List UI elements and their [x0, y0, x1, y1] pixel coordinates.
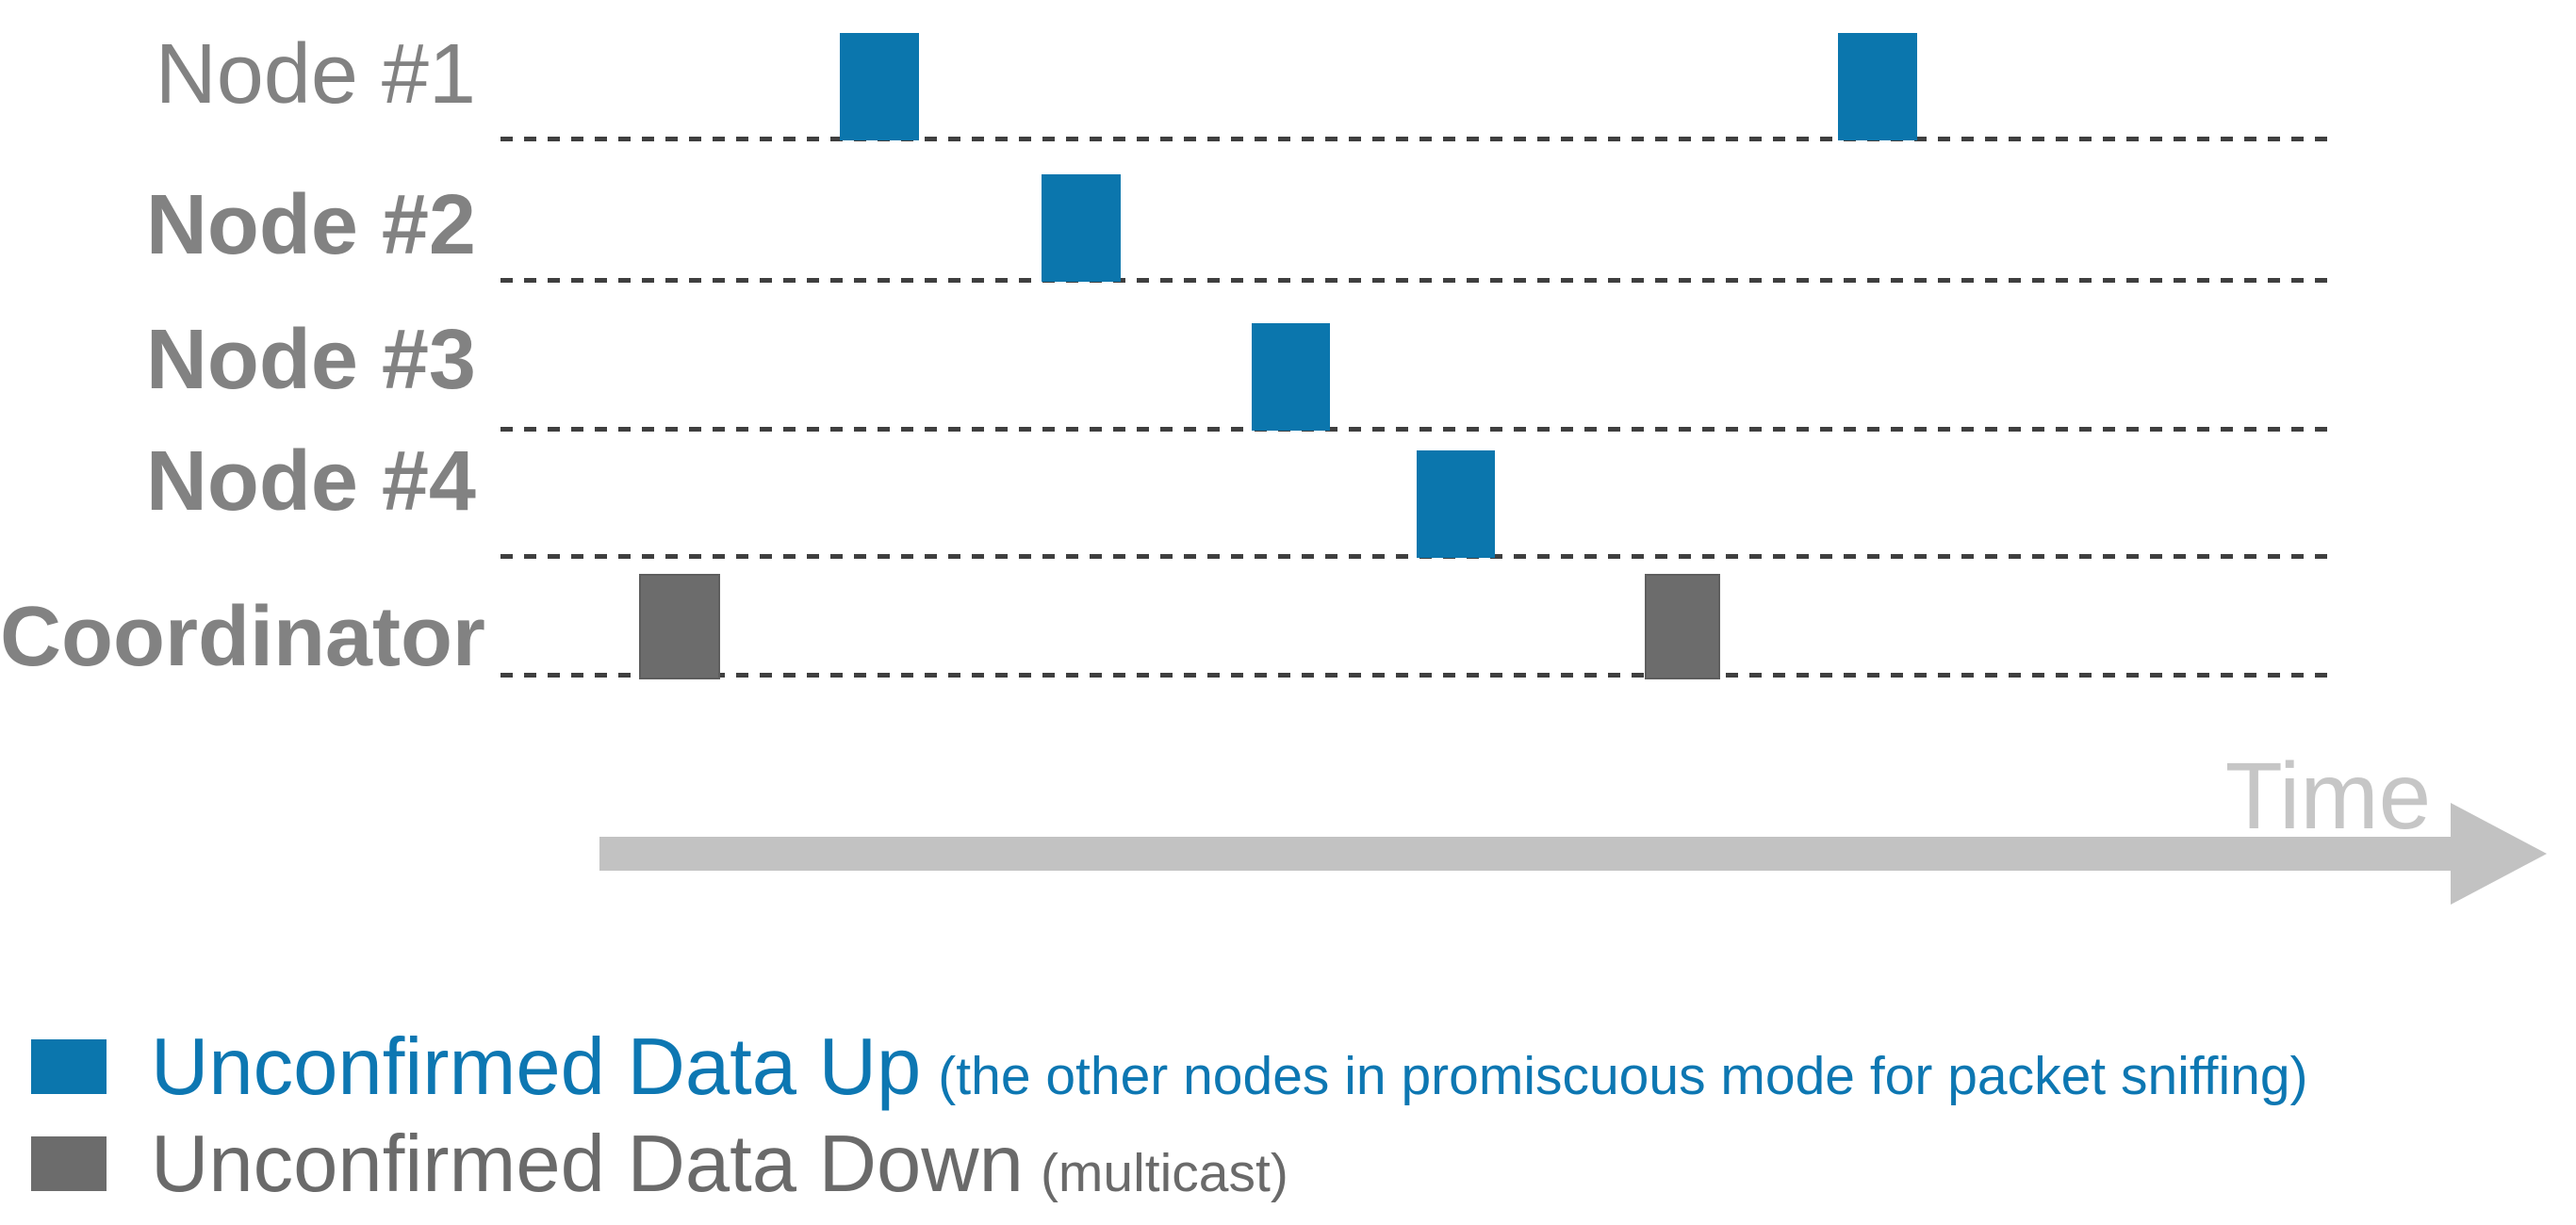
lane-line-node-3: [500, 427, 2332, 432]
event-bar-up-node-1: [1838, 33, 1917, 140]
time-arrow-head-icon: [2451, 803, 2547, 905]
lane-label-node-3: Node #3: [145, 313, 476, 407]
legend-label-down: Unconfirmed Data Down: [151, 1119, 1024, 1209]
lane-line-node-2: [500, 278, 2332, 283]
lane-line-node-4: [500, 554, 2332, 559]
time-arrow-shaft: [599, 837, 2451, 871]
lane-label-node-4: Node #4: [145, 434, 476, 529]
event-bar-up-node-4: [1417, 450, 1495, 558]
lane-label-coordinator: Coordinator: [0, 590, 485, 684]
event-bar-up-node-2: [1042, 174, 1121, 282]
lane-label-node-1: Node #1: [155, 27, 476, 122]
lane-label-node-2: Node #2: [145, 178, 476, 272]
event-bar-down-coordinator: [639, 574, 720, 679]
legend-swatch-up-icon: [31, 1039, 107, 1094]
legend-swatch-down-icon: [31, 1136, 107, 1191]
legend-note-up: (the other nodes in promiscuous mode for…: [938, 1046, 2308, 1106]
lane-line-coordinator: [500, 673, 2332, 678]
legend-item-up: Unconfirmed Data Up (the other nodes in …: [31, 1027, 2308, 1107]
legend-item-down: Unconfirmed Data Down (multicast): [31, 1124, 1288, 1204]
time-axis-label: Time: [2224, 743, 2432, 849]
event-bar-up-node-1: [840, 33, 919, 140]
lane-line-node-1: [500, 137, 2332, 141]
event-bar-up-node-3: [1252, 323, 1330, 431]
legend-note-down: (multicast): [1040, 1143, 1288, 1203]
legend-label-up: Unconfirmed Data Up: [151, 1022, 922, 1112]
event-bar-down-coordinator: [1645, 574, 1720, 679]
